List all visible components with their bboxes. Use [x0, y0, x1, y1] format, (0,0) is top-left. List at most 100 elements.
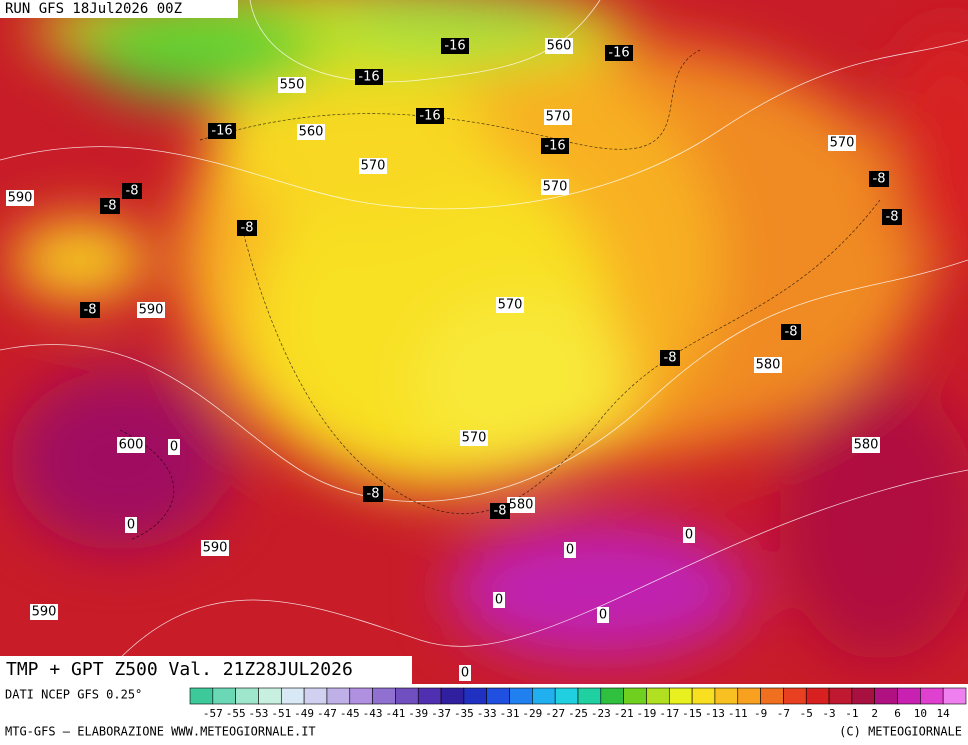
legend-swatch [440, 687, 465, 705]
temperature-label-box [490, 503, 510, 519]
legend-swatch [532, 687, 556, 705]
temperature-label-box [237, 220, 257, 236]
temperature-label-box [363, 486, 383, 502]
geopotential-label-box [496, 297, 524, 313]
temperature-label: 0 [566, 543, 574, 558]
title-box [0, 656, 412, 684]
geopotential-label: 570 [361, 159, 386, 174]
legend-swatch [760, 687, 784, 705]
run-label: RUN GFS 18Jul2026 00Z [5, 1, 182, 17]
temperature-label-box [125, 517, 137, 533]
legend-label: -53 [249, 707, 269, 720]
legend-label: -55 [226, 707, 246, 720]
temperature-label-box [168, 439, 180, 455]
legend-label: -33 [477, 707, 497, 720]
legend-label: -49 [294, 707, 314, 720]
legend-swatch [828, 687, 853, 705]
geopotential-label-box [544, 109, 572, 125]
geopotential-label: 550 [280, 78, 305, 93]
legend-label: -35 [454, 707, 474, 720]
legend-swatch [326, 687, 351, 705]
legend-swatch [212, 687, 236, 705]
temperature-label: -8 [664, 351, 677, 366]
temperature-label: -16 [419, 109, 440, 124]
temperature-label: -8 [873, 172, 886, 187]
map-field [0, 0, 968, 684]
legend-label: -41 [385, 707, 405, 720]
geopotential-label-box [545, 38, 573, 54]
temperature-label-box [80, 302, 100, 318]
legend-swatch [395, 687, 419, 705]
temperature-label-box [605, 45, 633, 61]
geopotential-label: 580 [509, 498, 534, 513]
legend-label: -43 [363, 707, 383, 720]
geopotential-label-box [507, 497, 535, 513]
map-title: TMP + GPT Z500 Val. 21Z28JUL2026 [6, 659, 353, 680]
geopotential-label-box [460, 430, 488, 446]
temperature-label: 0 [685, 528, 693, 543]
geopotential-label-box [359, 158, 387, 174]
legend-label: -37 [431, 707, 451, 720]
temperature-label-box [541, 138, 569, 154]
legend-label: -25 [568, 707, 588, 720]
temperature-label: -8 [367, 487, 380, 502]
geopotential-label: 560 [547, 39, 572, 54]
map-labels: 560 550 560 570 570 570 570 590 590 570 580 570 600 5… [6, 38, 902, 681]
legend-label: -11 [728, 707, 748, 720]
legend-swatch [372, 687, 396, 705]
legend-swatch [646, 687, 670, 705]
temperature-label-box [459, 665, 471, 681]
geopotential-label: 590 [8, 191, 33, 206]
geopotential-label: 600 [119, 438, 144, 453]
legend-label: 6 [894, 707, 901, 720]
temperature-label-box [869, 171, 889, 187]
legend-swatch [783, 687, 807, 705]
temperature-label-box [493, 592, 505, 608]
geopotential-label-box [278, 77, 306, 93]
legend-swatch [600, 687, 624, 705]
legend-label: -1 [845, 707, 858, 720]
geopotential-label-box [201, 540, 229, 556]
temperature-label-box [882, 209, 902, 225]
footer-left: MTG-GFS — ELABORAZIONE WWW.METEOGIORNALE… [5, 725, 316, 739]
geopotential-label: 590 [203, 541, 228, 556]
temperature-label: -8 [84, 303, 97, 318]
geopotential-label: 580 [756, 358, 781, 373]
color-legend: -57 -55 -53 -51 -49 -47 -45 -43 -41 -39 -37 -35 -33-… [189, 687, 967, 720]
legend-label: -27 [545, 707, 565, 720]
legend-label: -23 [591, 707, 611, 720]
temperature-label: -8 [494, 504, 507, 519]
legend-swatch [189, 687, 214, 705]
temperature-label: 0 [461, 666, 469, 681]
temperature-label: -16 [358, 70, 379, 85]
legend-swatch [897, 687, 921, 705]
legend-swatch [463, 687, 488, 705]
legend-label: -57 [203, 707, 223, 720]
legend-swatch [235, 687, 259, 705]
geopotential-label-box [754, 357, 782, 373]
temperature-label: -8 [241, 221, 254, 236]
legend-label: -21 [614, 707, 634, 720]
geopotential-label: 580 [854, 438, 879, 453]
legend-label: -3 [822, 707, 835, 720]
data-source: DATI NCEP GFS 0.25° [5, 688, 142, 702]
temperature-label-box [208, 123, 236, 139]
legend-swatch [805, 687, 830, 705]
legend-swatch [942, 687, 967, 705]
legend-swatch [303, 687, 328, 705]
geopotential-label: 590 [32, 605, 57, 620]
temperature-label: -8 [886, 210, 899, 225]
legend-swatch [920, 687, 944, 705]
legend-label: -7 [777, 707, 790, 720]
geopotential-label: 570 [498, 298, 523, 313]
geopotential-label-box [541, 179, 569, 195]
temperature-label: -16 [444, 39, 465, 54]
legend-swatch [623, 687, 647, 705]
legend-swatch [554, 687, 579, 705]
temperature-label: -8 [785, 325, 798, 340]
legend-swatch [258, 687, 282, 705]
legend-label: -31 [500, 707, 520, 720]
geopotential-label-box [30, 604, 58, 620]
legend-label: -9 [754, 707, 767, 720]
